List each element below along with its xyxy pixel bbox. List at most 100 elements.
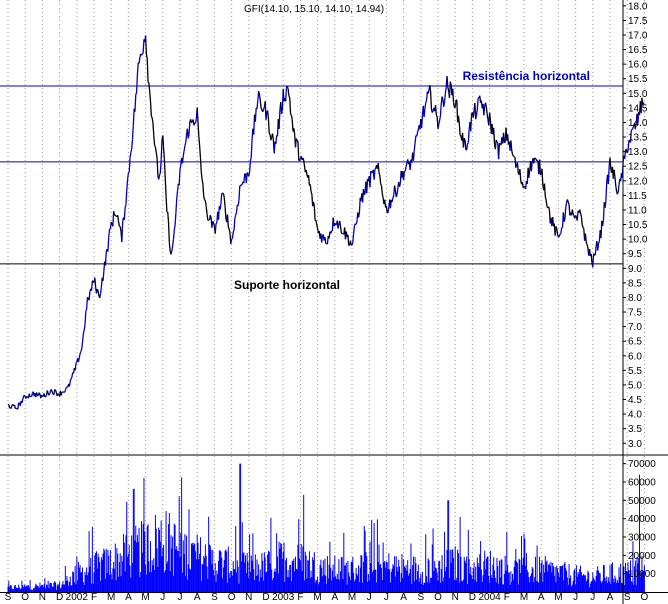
price-segment: [581, 224, 584, 228]
price-segment: [294, 138, 297, 148]
price-segment: [234, 215, 237, 219]
price-segment: [275, 135, 278, 145]
price-segment: [420, 116, 424, 128]
price-segment: [215, 222, 218, 225]
price-segment: [541, 168, 544, 185]
price-segment: [309, 184, 312, 192]
price-segment: [70, 377, 73, 379]
price-segment: [85, 297, 89, 310]
price-segment: [298, 158, 302, 162]
price-segment: [144, 35, 148, 55]
price-segment: [248, 171, 251, 177]
price-segment: [443, 93, 447, 102]
x-tick-label: J: [367, 592, 372, 603]
price-segment: [188, 121, 191, 135]
price-segment: [154, 145, 157, 148]
price-segment: [634, 123, 637, 130]
price-segment: [305, 169, 308, 175]
x-tick-label: D: [469, 592, 476, 603]
price-segment: [630, 128, 633, 131]
price-segment: [395, 194, 398, 198]
price-segment: [48, 393, 51, 396]
x-tick-label: A: [194, 592, 201, 603]
price-segment: [371, 171, 373, 174]
x-tick-label: 2002: [66, 592, 89, 603]
price-segment: [355, 221, 358, 225]
price-segment: [211, 221, 214, 228]
price-segment: [162, 148, 166, 160]
price-segment: [484, 102, 487, 107]
x-tick-label: A: [400, 592, 407, 603]
price-segment: [605, 181, 608, 201]
price-segment: [579, 209, 582, 214]
price-segment: [119, 226, 122, 232]
price-segment: [231, 231, 234, 239]
price-segment: [246, 172, 249, 175]
price-segment: [125, 190, 128, 205]
price-segment: [285, 87, 288, 102]
price-segment: [129, 152, 132, 158]
price-segment: [363, 193, 366, 196]
price-segment: [74, 363, 77, 371]
price-segment: [57, 393, 60, 395]
price-segment: [110, 221, 113, 225]
price-segment: [259, 100, 262, 109]
price-segment: [163, 159, 166, 179]
price-segment: [576, 210, 579, 221]
price-segment: [121, 221, 124, 243]
price-segment: [235, 212, 238, 216]
price-segment: [404, 166, 407, 172]
price-segment: [429, 91, 433, 109]
price-segment: [60, 391, 63, 396]
price-segment: [358, 197, 361, 214]
price-segment: [435, 114, 438, 118]
price-segment: [167, 222, 171, 243]
price-segment: [268, 133, 271, 135]
price-segment: [199, 145, 202, 159]
price-segment: [590, 253, 593, 263]
price-segment: [289, 97, 292, 114]
price-segment: [475, 115, 478, 120]
price-segment: [423, 108, 426, 117]
x-tick-label: M: [348, 592, 356, 603]
price-segment: [86, 296, 89, 299]
price-segment: [391, 198, 394, 202]
price-segment: [257, 91, 261, 95]
price-segment: [96, 288, 99, 292]
chart-title: GFI(14.10, 15.10, 14.10, 14.94): [244, 4, 384, 15]
price-segment: [626, 150, 629, 154]
price-segment: [340, 232, 343, 235]
price-segment: [75, 361, 78, 364]
price-tick-label: 4.5: [628, 395, 642, 406]
price-segment: [9, 406, 11, 409]
price-segment: [512, 155, 515, 158]
price-segment: [153, 135, 156, 146]
price-segment: [462, 138, 465, 148]
x-tick-label: A: [538, 592, 545, 603]
price-segment: [117, 221, 121, 227]
price-segment: [545, 199, 548, 207]
x-tick-label: J: [178, 592, 183, 603]
price-segment: [544, 196, 547, 201]
price-segment: [68, 381, 71, 387]
price-tick-label: 8.0: [628, 293, 642, 304]
price-segment: [315, 220, 318, 225]
price-tick-label: 6.5: [628, 337, 642, 348]
grid: [7, 0, 645, 592]
price-segment: [147, 81, 150, 84]
price-segment: [427, 89, 430, 94]
support-label: Suporte horizontal: [234, 278, 340, 292]
price-segment: [554, 226, 557, 236]
price-segment: [21, 399, 24, 404]
price-segment: [601, 219, 605, 226]
price-segment: [425, 91, 428, 101]
price-segment: [316, 224, 319, 229]
price-segment: [91, 280, 94, 283]
price-segment: [379, 175, 382, 184]
price-tick-label: 17.5: [628, 16, 648, 27]
price-segment: [240, 184, 243, 187]
price-segment: [175, 198, 178, 213]
price-tick-label: 15.5: [628, 74, 648, 85]
price-segment: [515, 164, 518, 168]
